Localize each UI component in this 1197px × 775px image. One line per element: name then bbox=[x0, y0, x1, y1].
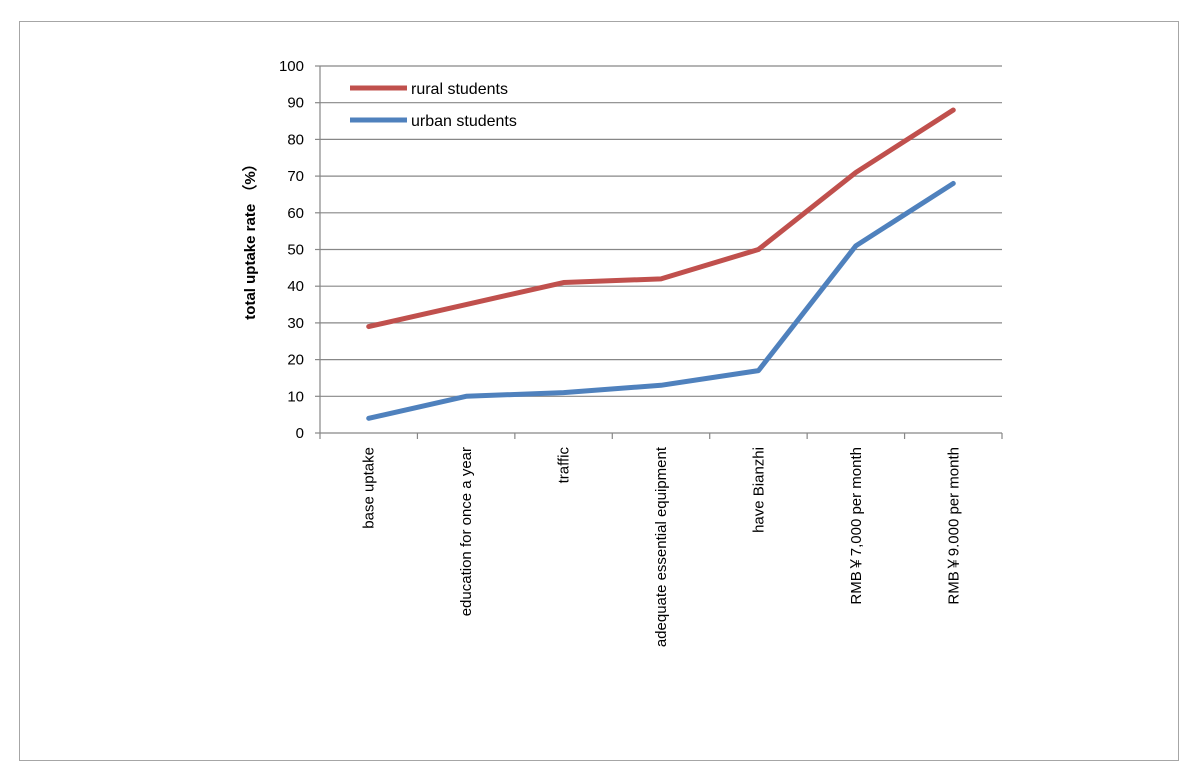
x-axis-ticks: base uptake education for once a year traf… bbox=[319, 433, 1003, 647]
y-tick-label: 40 bbox=[287, 278, 304, 295]
gridlines bbox=[320, 65, 1002, 397]
y-tick-label: 20 bbox=[287, 352, 304, 369]
y-tick-label: 10 bbox=[287, 388, 304, 405]
y-tick-label: 80 bbox=[287, 131, 304, 148]
x-tick-label: adequate essential equipment bbox=[653, 446, 670, 647]
y-tick-label: 50 bbox=[287, 242, 304, 259]
y-tick-label: 30 bbox=[287, 315, 304, 332]
series-lines bbox=[366, 107, 956, 421]
y-axis-label: total uptake rate （%） bbox=[241, 156, 259, 319]
y-tick-label: 90 bbox=[287, 95, 304, 112]
y-axis-ticks: 0 10 20 30 40 50 60 70 80 90 100 bbox=[279, 58, 320, 442]
x-tick-label: traffic bbox=[556, 447, 573, 484]
axes bbox=[319, 66, 1002, 434]
x-tick-label: RMB￥7,000 per month bbox=[848, 447, 865, 605]
y-tick-label: 0 bbox=[296, 425, 304, 442]
rural-students-line bbox=[366, 107, 956, 330]
x-tick-label: have Bianzhi bbox=[750, 447, 767, 533]
y-tick-label: 60 bbox=[287, 205, 304, 222]
x-tick-label: education for once a year bbox=[458, 447, 475, 616]
legend: rural students urban students bbox=[350, 81, 517, 130]
y-tick-label: 70 bbox=[287, 168, 304, 185]
legend-label: rural students bbox=[411, 81, 508, 98]
x-tick-label: RMB￥9.000 per month bbox=[945, 447, 962, 605]
x-tick-label: base uptake bbox=[361, 447, 378, 529]
urban-students-line bbox=[366, 180, 956, 421]
legend-label: urban students bbox=[411, 113, 517, 130]
y-tick-label: 100 bbox=[279, 58, 304, 75]
